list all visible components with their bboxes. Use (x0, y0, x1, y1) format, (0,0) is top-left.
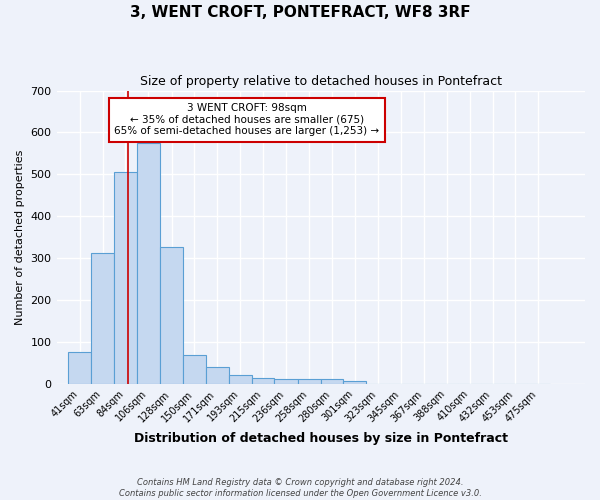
Bar (343, 380, 366, 384)
Bar (91, 253, 113, 384)
Text: Contains HM Land Registry data © Crown copyright and database right 2024.
Contai: Contains HM Land Registry data © Crown c… (119, 478, 481, 498)
Y-axis label: Number of detached properties: Number of detached properties (15, 150, 25, 325)
Bar (160, 247, 184, 384)
Bar (184, 356, 206, 384)
Bar (252, 378, 274, 384)
X-axis label: Distribution of detached houses by size in Pontefract: Distribution of detached houses by size … (134, 432, 508, 445)
Bar (68, 352, 91, 384)
Bar (113, 172, 137, 384)
Bar (298, 379, 321, 384)
Bar (206, 367, 229, 384)
Title: Size of property relative to detached houses in Pontefract: Size of property relative to detached ho… (140, 75, 502, 88)
Text: 3, WENT CROFT, PONTEFRACT, WF8 3RF: 3, WENT CROFT, PONTEFRACT, WF8 3RF (130, 5, 470, 20)
Bar (137, 143, 160, 384)
Bar (321, 379, 343, 384)
Text: 3 WENT CROFT: 98sqm
← 35% of detached houses are smaller (675)
65% of semi-detac: 3 WENT CROFT: 98sqm ← 35% of detached ho… (114, 103, 379, 136)
Bar (274, 379, 298, 384)
Bar (229, 375, 252, 384)
